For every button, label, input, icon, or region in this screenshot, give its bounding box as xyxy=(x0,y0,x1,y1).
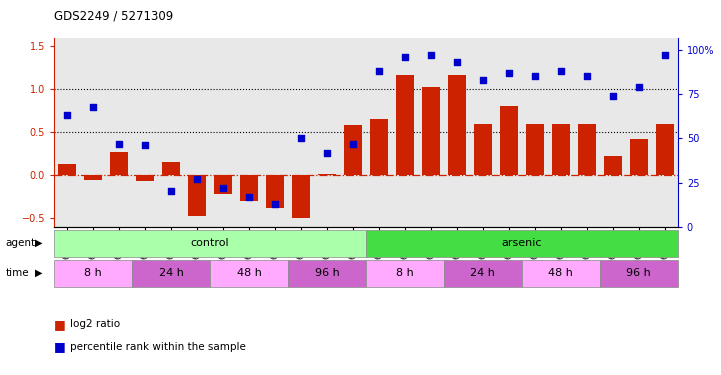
Point xyxy=(399,54,411,60)
Point xyxy=(217,185,229,191)
Text: agent: agent xyxy=(6,238,36,248)
Point xyxy=(451,59,463,65)
Text: control: control xyxy=(190,238,229,248)
Point xyxy=(321,150,332,156)
Bar xyxy=(396,75,414,175)
Bar xyxy=(136,175,154,181)
Point xyxy=(347,141,358,147)
Bar xyxy=(240,175,258,201)
Point xyxy=(139,142,151,148)
Text: 48 h: 48 h xyxy=(549,268,573,278)
Bar xyxy=(552,124,570,175)
Bar xyxy=(266,175,284,208)
Point xyxy=(165,189,177,195)
Bar xyxy=(422,87,440,175)
Point xyxy=(607,93,619,99)
Point xyxy=(243,194,255,200)
Bar xyxy=(603,156,622,175)
Bar xyxy=(58,164,76,175)
Text: 8 h: 8 h xyxy=(84,268,102,278)
Bar xyxy=(318,174,336,175)
Point xyxy=(555,68,567,74)
Bar xyxy=(214,175,232,194)
Text: 96 h: 96 h xyxy=(627,268,651,278)
Bar xyxy=(292,175,310,218)
Text: ■: ■ xyxy=(54,340,66,353)
Text: log2 ratio: log2 ratio xyxy=(70,320,120,329)
Point xyxy=(113,141,125,147)
Text: ▶: ▶ xyxy=(35,268,42,278)
Bar xyxy=(344,125,362,175)
Point xyxy=(425,52,437,58)
Bar xyxy=(655,124,674,175)
Point xyxy=(633,84,645,90)
Point xyxy=(659,52,671,58)
Bar xyxy=(526,124,544,175)
Bar xyxy=(370,119,388,175)
Point xyxy=(529,74,541,80)
Text: arsenic: arsenic xyxy=(502,238,542,248)
Text: 24 h: 24 h xyxy=(159,268,183,278)
Text: 96 h: 96 h xyxy=(314,268,340,278)
Text: 48 h: 48 h xyxy=(236,268,262,278)
Point xyxy=(61,112,73,118)
Bar xyxy=(448,75,466,175)
Point xyxy=(295,135,306,141)
Text: 24 h: 24 h xyxy=(470,268,495,278)
Text: time: time xyxy=(6,268,30,278)
Text: 8 h: 8 h xyxy=(396,268,414,278)
Point xyxy=(581,74,593,80)
Text: percentile rank within the sample: percentile rank within the sample xyxy=(70,342,246,352)
Point xyxy=(373,68,385,74)
Bar xyxy=(474,124,492,175)
Bar xyxy=(84,175,102,180)
Text: ■: ■ xyxy=(54,318,66,331)
Point xyxy=(87,104,99,110)
Bar xyxy=(629,139,648,175)
Text: ▶: ▶ xyxy=(35,238,42,248)
Point xyxy=(503,70,515,76)
Point xyxy=(269,201,280,207)
Bar xyxy=(578,124,596,175)
Bar xyxy=(188,175,206,216)
Bar xyxy=(110,152,128,175)
Bar xyxy=(500,106,518,175)
Point xyxy=(477,77,489,83)
Bar xyxy=(162,162,180,175)
Point xyxy=(191,176,203,182)
Text: GDS2249 / 5271309: GDS2249 / 5271309 xyxy=(54,9,173,22)
